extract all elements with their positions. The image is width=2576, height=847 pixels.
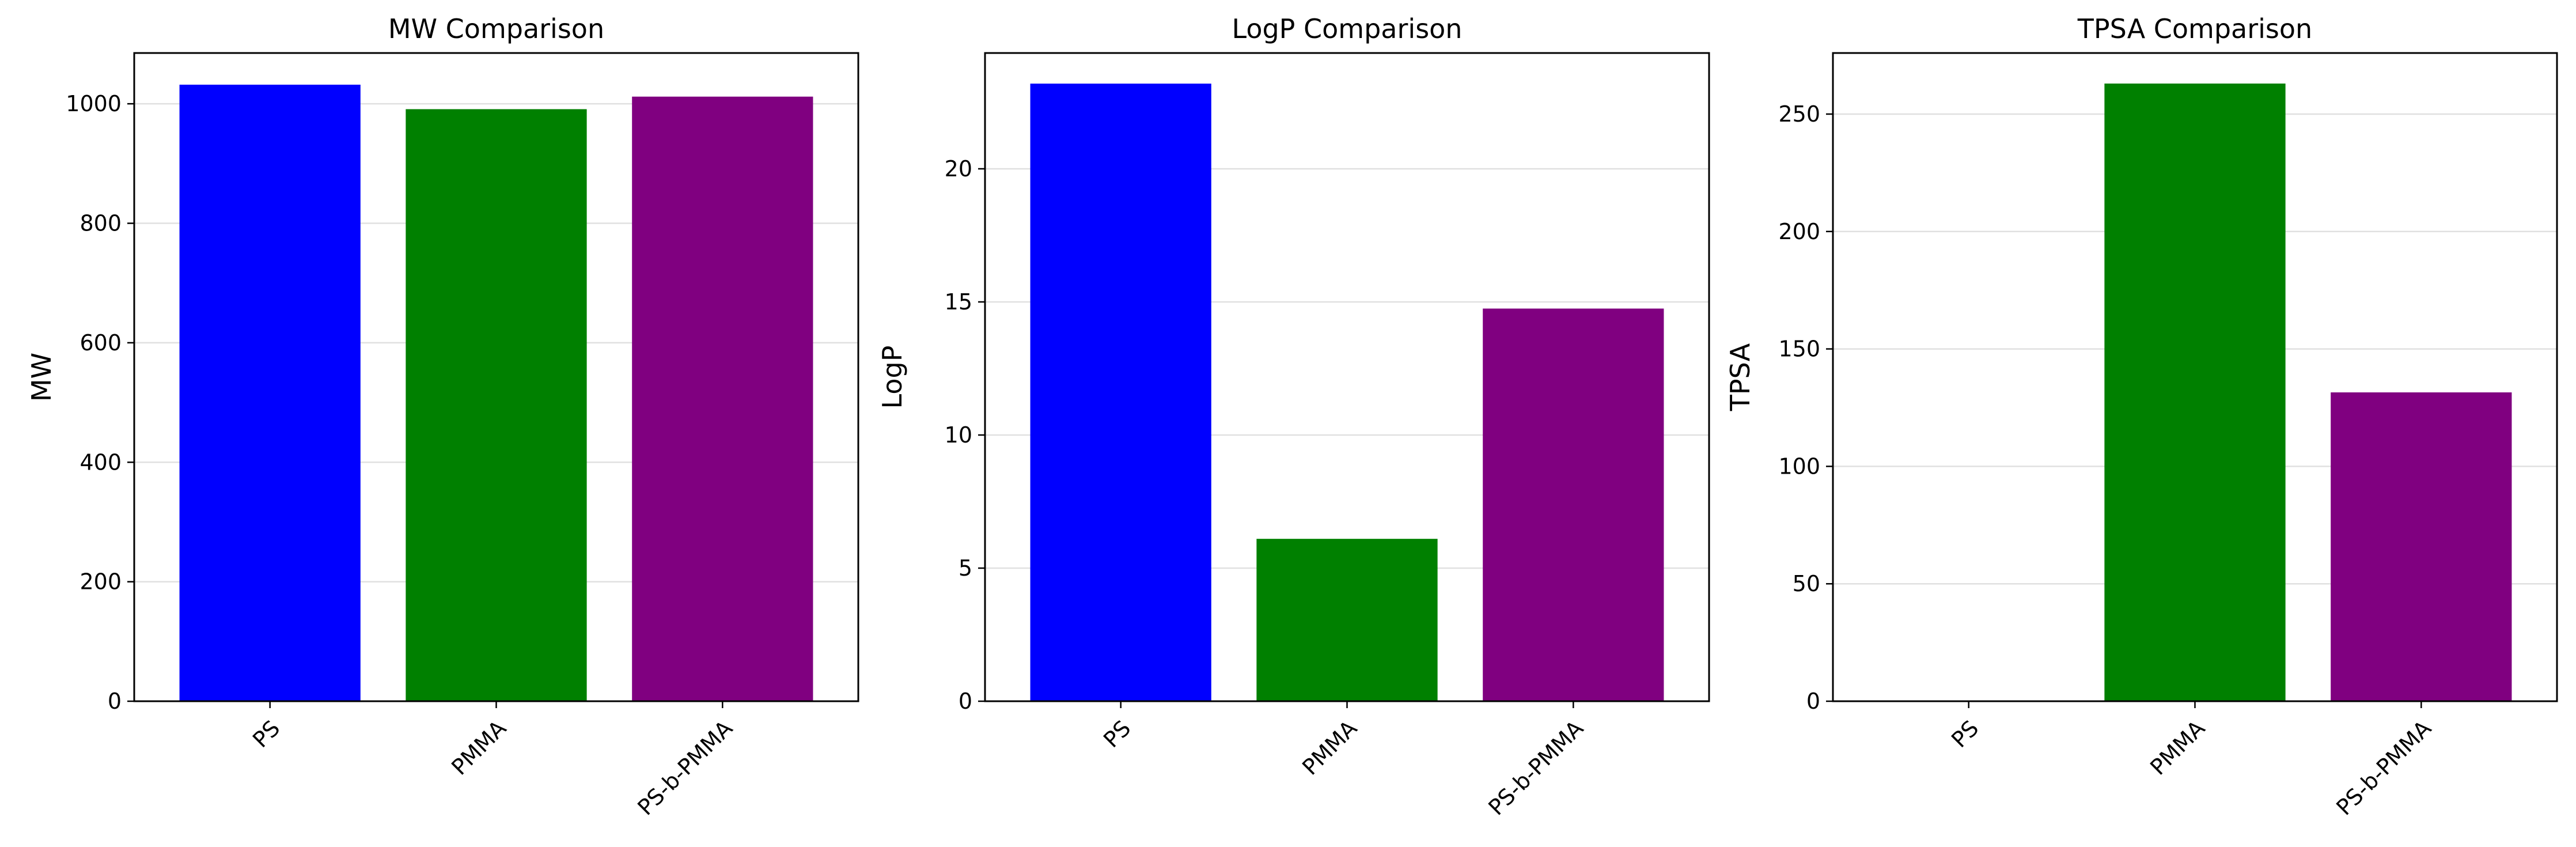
y-tick-label: 50 [1793, 571, 1820, 596]
y-tick-label: 15 [945, 289, 972, 315]
y-axis-label: LogP [877, 346, 908, 409]
y-axis-label: MW [26, 353, 57, 402]
y-tick-label: 150 [1778, 336, 1820, 362]
plot-frame [1832, 52, 2558, 702]
y-tick-label: 5 [959, 555, 972, 581]
plot-frame [133, 52, 859, 702]
y-tick-label: 250 [1778, 101, 1820, 127]
bar-pmma [1256, 539, 1438, 701]
x-tick-label: PS-b-PMMA [1483, 716, 1588, 820]
x-tick-label: PS-b-PMMA [632, 716, 737, 820]
y-tick-label: 20 [945, 156, 972, 181]
y-tick-label: 200 [79, 569, 122, 595]
y-tick-label: 10 [945, 422, 972, 448]
bar-ps [1030, 84, 1211, 701]
y-tick-label: 100 [1778, 453, 1820, 479]
x-tick-label: PS [1946, 716, 1983, 753]
chart-title: TPSA Comparison [2077, 13, 2312, 44]
bar-ps-b-pmma [1483, 308, 1664, 701]
x-tick-label: PMMA [2145, 716, 2210, 780]
y-axis-label: TPSA [1725, 343, 1756, 411]
y-tick-label: 200 [1778, 219, 1820, 244]
y-tick-label: 0 [108, 689, 122, 714]
x-tick-label: PS-b-PMMA [2331, 716, 2436, 820]
y-tick-label: 0 [1806, 689, 1820, 714]
chart-panel-1: PS PMMA PS-b-PMMA 0 200 400 600 800 1000 MW Compa… [26, 13, 859, 820]
x-tick-label: PMMA [1297, 716, 1362, 780]
y-tick-label: 1000 [66, 91, 122, 116]
x-tick-label: PS [248, 716, 285, 753]
chart-panel-2: PS PMMA PS-b-PMMA 0 5 10 15 20 LogP Comparison Lo… [877, 13, 1710, 820]
chart-panel-3: PS PMMA PS-b-PMMA 0 50 100 150 200 250 TPSA Compa… [1725, 13, 2558, 820]
bar-ps-b-pmma [2331, 392, 2512, 701]
bar-ps-b-pmma [632, 96, 813, 701]
y-tick-label: 400 [79, 449, 122, 475]
bar-pmma [2104, 83, 2286, 701]
x-tick-label: PS [1098, 716, 1135, 753]
chart-title: LogP Comparison [1232, 13, 1463, 44]
y-tick-label: 0 [959, 689, 972, 714]
chart-title: MW Comparison [388, 13, 604, 44]
bar-ps [179, 84, 361, 702]
y-tick-label: 600 [79, 330, 122, 356]
y-tick-label: 800 [79, 211, 122, 236]
bar-pmma [406, 109, 587, 701]
x-tick-label: PMMA [446, 716, 511, 780]
plot-frame [984, 52, 1710, 702]
